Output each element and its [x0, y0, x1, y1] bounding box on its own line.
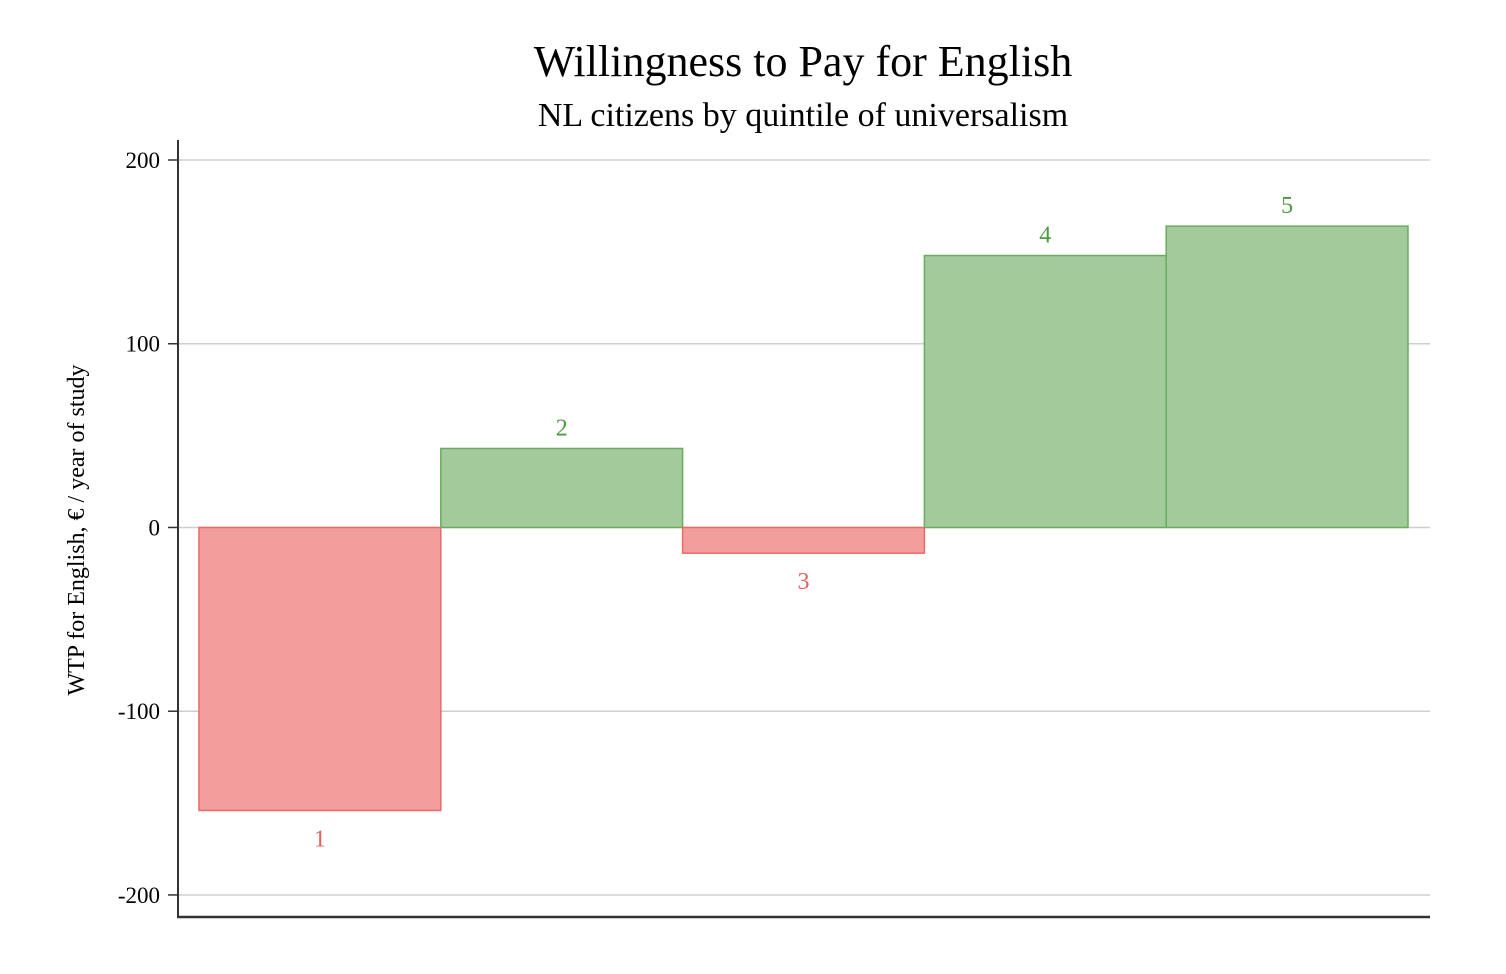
y-axis-label: WTP for English, € / year of study	[64, 364, 90, 695]
bars	[198, 225, 1409, 812]
bar-4	[923, 254, 1167, 529]
y-tick-label-100: 100	[126, 332, 161, 357]
y-tick-label--100: -100	[118, 699, 160, 724]
y-tick-labels: 200 100 0 -100 -200	[118, 148, 160, 908]
bar-1	[198, 526, 442, 812]
y-tick-label-0: 0	[149, 515, 161, 540]
bar-label-2: 2	[556, 415, 568, 441]
bar-5	[1165, 225, 1409, 529]
chart-title: Willingness to Pay for English	[534, 37, 1072, 86]
bar-2	[440, 447, 684, 529]
axes	[168, 140, 1430, 919]
y-tick-label--200: -200	[118, 883, 160, 908]
bar-label-5: 5	[1281, 193, 1293, 219]
bar-labels: 1 2 3 4 5	[314, 193, 1293, 852]
y-tick-label-200: 200	[126, 148, 161, 173]
bar-3	[681, 526, 926, 554]
chart-subtitle: NL citizens by quintile of universalism	[538, 97, 1068, 134]
bar-label-3: 3	[798, 569, 810, 595]
bar-label-1: 1	[314, 826, 326, 852]
bar-label-4: 4	[1039, 223, 1051, 249]
